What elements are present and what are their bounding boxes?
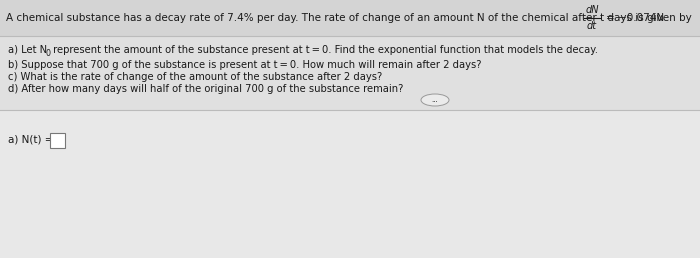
- Text: dN: dN: [585, 5, 598, 15]
- Text: a) Let N: a) Let N: [8, 45, 47, 55]
- Text: a) N(t) =: a) N(t) =: [8, 135, 53, 145]
- Bar: [0, 0, 700, 36]
- Text: c) What is the rate of change of the amount of the substance after 2 days?: c) What is the rate of change of the amo…: [8, 72, 382, 82]
- Text: = −0.074N: = −0.074N: [606, 13, 664, 23]
- Text: A chemical substance has a decay rate of 7.4% per day. The rate of change of an : A chemical substance has a decay rate of…: [6, 13, 692, 23]
- Bar: [0, 110, 700, 258]
- Text: 0: 0: [45, 49, 50, 58]
- Text: ...: ...: [432, 97, 438, 103]
- Text: dt: dt: [587, 21, 597, 31]
- Ellipse shape: [421, 94, 449, 106]
- Text: represent the amount of the substance present at t = 0. Find the exponential fun: represent the amount of the substance pr…: [50, 45, 598, 55]
- FancyBboxPatch shape: [50, 133, 64, 148]
- Text: d) After how many days will half of the original 700 g of the substance remain?: d) After how many days will half of the …: [8, 84, 403, 94]
- Text: b) Suppose that 700 g of the substance is present at t = 0. How much will remain: b) Suppose that 700 g of the substance i…: [8, 60, 482, 70]
